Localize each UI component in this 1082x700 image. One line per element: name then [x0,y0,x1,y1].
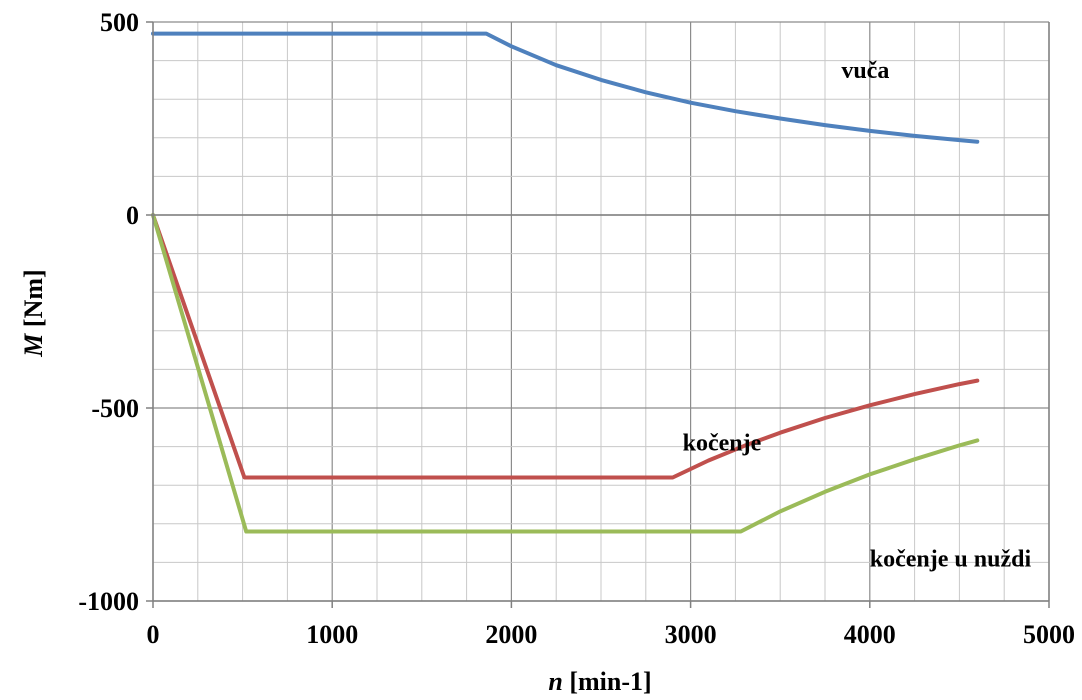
series-line-2 [151,213,980,480]
x-tick-label: 2000 [485,620,537,649]
x-tick-label: 3000 [665,620,717,649]
grid [152,21,1050,602]
y-tick-label: -500 [91,394,139,423]
x-tick-label: 5000 [1023,620,1075,649]
y-tick-label: 500 [100,8,139,37]
x-tick-label: 0 [147,620,160,649]
axes [146,21,1050,608]
series-labels: vuča kočenje kočenje u nuždi [683,58,1032,572]
series-label-2: kočenje [683,430,762,456]
series-line-3 [151,213,980,534]
series-label-1: vuča [841,58,889,84]
series-line-1 [151,31,980,144]
y-tick-label: 0 [126,201,139,230]
x-axis-title: n [min-1] [548,667,651,696]
series-group [151,31,980,534]
y-axis-title: M [Nm] [19,269,48,357]
series-label-3: kočenje u nuždi [870,546,1032,572]
y-tick-label: -1000 [78,587,139,616]
x-tick-label: 4000 [844,620,896,649]
x-tick-label: 1000 [306,620,358,649]
